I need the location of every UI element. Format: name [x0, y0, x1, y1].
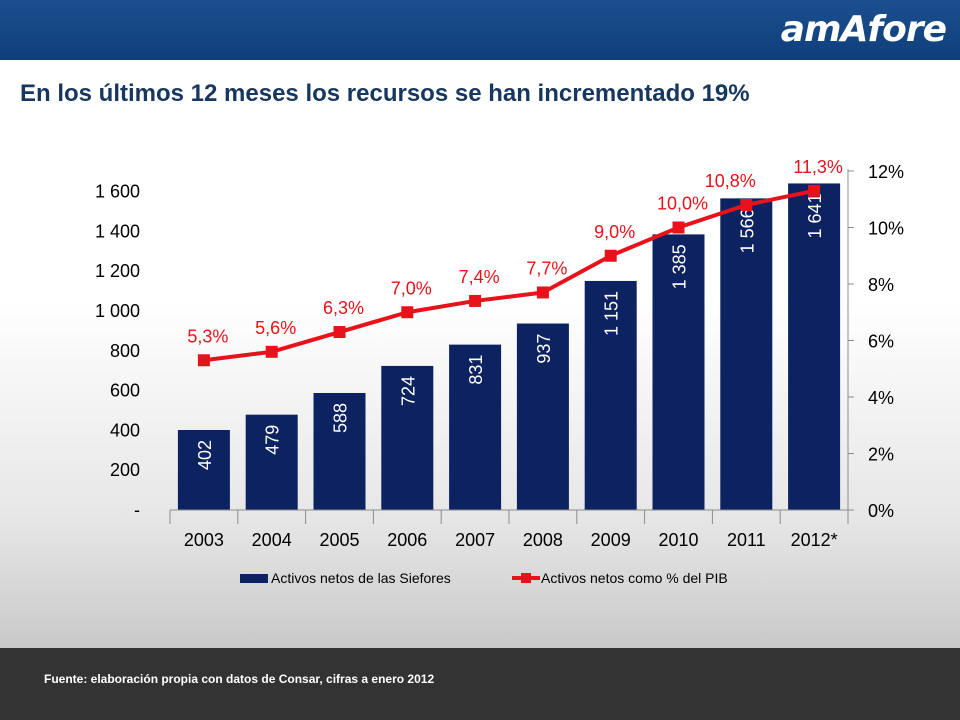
pib-value-label: 7,4%	[459, 267, 500, 287]
pib-value-label: 6,3%	[323, 298, 364, 318]
header-bar: amAfore	[0, 0, 960, 60]
x-tick-label: 2005	[319, 530, 359, 550]
bar	[584, 280, 637, 510]
y-left-tick-label: 1 200	[95, 261, 140, 281]
bar-value-label: 937	[534, 334, 554, 364]
legend-bar-label: Activos netos de las Siefores	[271, 570, 451, 586]
y-left-tick-label: 200	[110, 460, 140, 480]
legend-line-marker	[521, 573, 531, 583]
bar-value-label: 588	[331, 403, 351, 433]
x-tick-label: 2008	[523, 530, 563, 550]
x-tick-label: 2004	[252, 530, 292, 550]
pib-value-label: 5,6%	[255, 318, 296, 338]
bar-value-label: 1 641	[805, 193, 825, 238]
pib-value-label: 10,0%	[657, 194, 708, 214]
amafore-logo: amAfore	[780, 9, 947, 50]
x-tick-label: 2007	[455, 530, 495, 550]
y-left-tick-label: 400	[110, 420, 140, 440]
source-note: Fuente: elaboración propia con datos de …	[44, 672, 435, 686]
y-left-tick-label: 600	[110, 381, 140, 401]
bar-value-label: 1 385	[670, 244, 690, 289]
y-right-tick-label: 8%	[868, 275, 894, 295]
chart: - 200 400 600 800 1 000 1 200 1 400 1 600 0% 2% 4% 6…	[95, 157, 904, 586]
bar	[381, 365, 434, 510]
x-tick-label: 2003	[184, 530, 224, 550]
y-right-tick-label: 12%	[868, 162, 904, 182]
pib-marker	[197, 354, 210, 367]
footer-bar: Fuente: elaboración propia con datos de …	[0, 648, 960, 720]
y-left-tick-label: 800	[110, 341, 140, 361]
bar	[177, 430, 230, 510]
y-right-tick-label: 2%	[868, 445, 894, 465]
pib-marker	[265, 345, 278, 358]
y-left-tick-label: 1 600	[95, 182, 140, 202]
bar-value-label: 479	[263, 425, 283, 455]
y-left-tick-label: 1 400	[95, 221, 140, 241]
pib-marker	[333, 326, 346, 339]
page-title: En los últimos 12 meses los recursos se …	[20, 80, 750, 107]
legend-line-label: Activos netos como % del PIB	[541, 570, 728, 586]
y-left-tick-label: -	[134, 500, 140, 520]
pib-marker	[469, 294, 482, 307]
bar	[245, 414, 298, 510]
pib-marker	[672, 221, 685, 234]
bar	[449, 344, 502, 510]
y-right-tick-label: 6%	[868, 332, 894, 352]
bar-value-label: 831	[466, 355, 486, 385]
pib-value-label: 9,0%	[594, 222, 635, 242]
bar-value-label: 724	[398, 376, 418, 406]
x-tick-label: 2010	[658, 530, 698, 550]
pib-value-label: 11,3%	[793, 157, 843, 177]
bar	[788, 183, 841, 511]
y-right-tick-label: 10%	[868, 219, 904, 239]
pib-marker	[740, 198, 753, 211]
pib-marker	[808, 184, 821, 197]
legend-bar-swatch	[240, 574, 268, 583]
pib-value-label: 7,7%	[526, 258, 567, 278]
x-tick-label: 2012*	[791, 530, 838, 550]
x-tick-label: 2011	[727, 530, 766, 550]
pib-marker	[536, 286, 549, 299]
bar	[313, 392, 366, 510]
bar	[720, 198, 773, 510]
bar-value-label: 1 566	[737, 208, 757, 253]
y-left-tick-label: 1 000	[95, 301, 140, 321]
x-tick-label: 2009	[591, 530, 631, 550]
pib-line	[203, 188, 815, 363]
x-tick-label: 2006	[387, 530, 427, 550]
pib-value-label: 5,3%	[187, 326, 228, 346]
pib-value-label: 7,0%	[391, 278, 432, 298]
pib-marker	[401, 306, 414, 319]
y-right-tick-label: 0%	[868, 501, 894, 521]
y-right-tick-label: 4%	[868, 388, 894, 408]
pib-marker	[604, 249, 617, 262]
bar	[516, 323, 569, 510]
pib-value-label: 10,8%	[705, 171, 756, 191]
bar	[652, 234, 705, 510]
bar-value-label: 1 151	[602, 291, 622, 336]
bar-value-label: 402	[195, 440, 215, 470]
